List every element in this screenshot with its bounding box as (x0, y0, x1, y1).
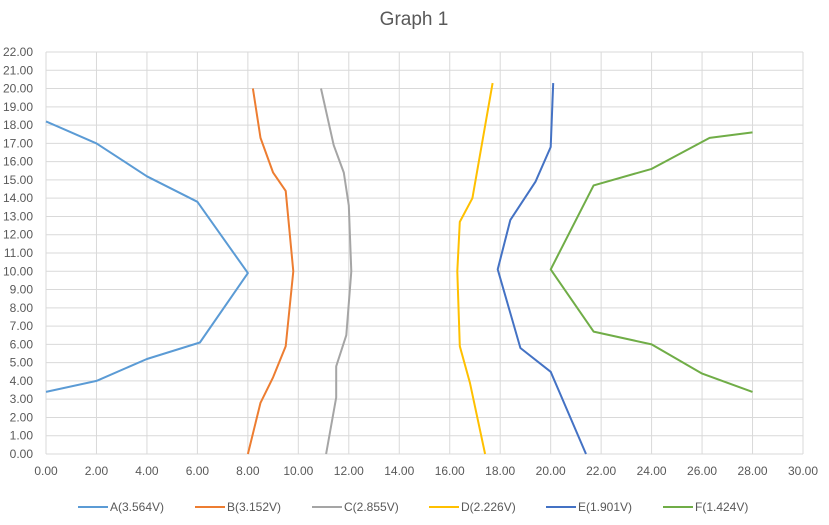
y-tick-label: 0.00 (10, 447, 34, 461)
series-line-d (456, 82, 494, 455)
x-tick-label: 26.00 (687, 464, 717, 478)
legend-label: F(1.424V) (695, 500, 748, 514)
y-tick-label: 6.00 (10, 337, 34, 351)
y-tick-label: 5.00 (10, 356, 34, 370)
legend-label: D(2.226V) (461, 500, 516, 514)
x-tick-label: 8.00 (236, 464, 260, 478)
legend-label: A(3.564V) (110, 500, 164, 514)
legend-label: E(1.901V) (578, 500, 632, 514)
x-tick-label: 22.00 (586, 464, 616, 478)
y-tick-label: 15.00 (3, 173, 33, 187)
y-tick-label: 16.00 (3, 155, 33, 169)
x-tick-label: 10.00 (283, 464, 313, 478)
x-tick-label: 14.00 (384, 464, 414, 478)
y-tick-label: 18.00 (3, 118, 33, 132)
x-axis-tick-labels: 0.00 2.00 4.00 6.00 8.00 10.00 12.00 14.00 16.00… (34, 464, 818, 478)
y-tick-label: 8.00 (10, 301, 34, 315)
y-tick-label: 2.00 (10, 410, 34, 424)
x-tick-label: 16.00 (435, 464, 465, 478)
y-tick-label: 17.00 (3, 136, 33, 150)
x-tick-label: 28.00 (738, 464, 768, 478)
y-axis-tick-labels: 0.00 1.00 2.00 3.00 4.00 5.00 6.00 7.00 8.00 9.00… (3, 45, 33, 461)
legend-label: C(2.855V) (344, 500, 399, 514)
x-tick-label: 12.00 (334, 464, 364, 478)
y-tick-label: 1.00 (10, 429, 34, 443)
series-line-b (246, 88, 295, 455)
series-line-e (496, 83, 587, 455)
x-tick-label: 24.00 (637, 464, 667, 478)
y-tick-label: 3.00 (10, 392, 34, 406)
y-tick-label: 20.00 (3, 82, 33, 96)
series-line-f (549, 131, 753, 393)
x-tick-label: 18.00 (485, 464, 515, 478)
y-tick-label: 9.00 (10, 283, 34, 297)
y-tick-label: 4.00 (10, 374, 34, 388)
x-tick-label: 6.00 (186, 464, 210, 478)
x-tick-label: 0.00 (34, 464, 58, 478)
legend-label: B(3.152V) (227, 500, 281, 514)
gridlines (45, 51, 804, 455)
x-tick-label: 2.00 (85, 464, 109, 478)
series-lines (45, 82, 753, 455)
x-tick-label: 20.00 (536, 464, 566, 478)
x-tick-label: 4.00 (135, 464, 159, 478)
y-tick-label: 21.00 (3, 63, 33, 77)
y-tick-label: 13.00 (3, 209, 33, 223)
chart-title: Graph 1 (380, 9, 449, 30)
y-tick-label: 12.00 (3, 228, 33, 242)
y-tick-label: 14.00 (3, 191, 33, 205)
legend: A(3.564V) B(3.152V) C(2.855V) D(2.226V) E(1.… (78, 500, 748, 514)
y-tick-label: 7.00 (10, 319, 34, 333)
y-tick-label: 10.00 (3, 264, 33, 278)
y-tick-label: 19.00 (3, 100, 33, 114)
series-line-a (45, 120, 249, 393)
series-line-c (320, 88, 353, 455)
y-tick-label: 22.00 (3, 45, 33, 59)
x-tick-label: 30.00 (788, 464, 818, 478)
y-tick-label: 11.00 (4, 246, 33, 260)
